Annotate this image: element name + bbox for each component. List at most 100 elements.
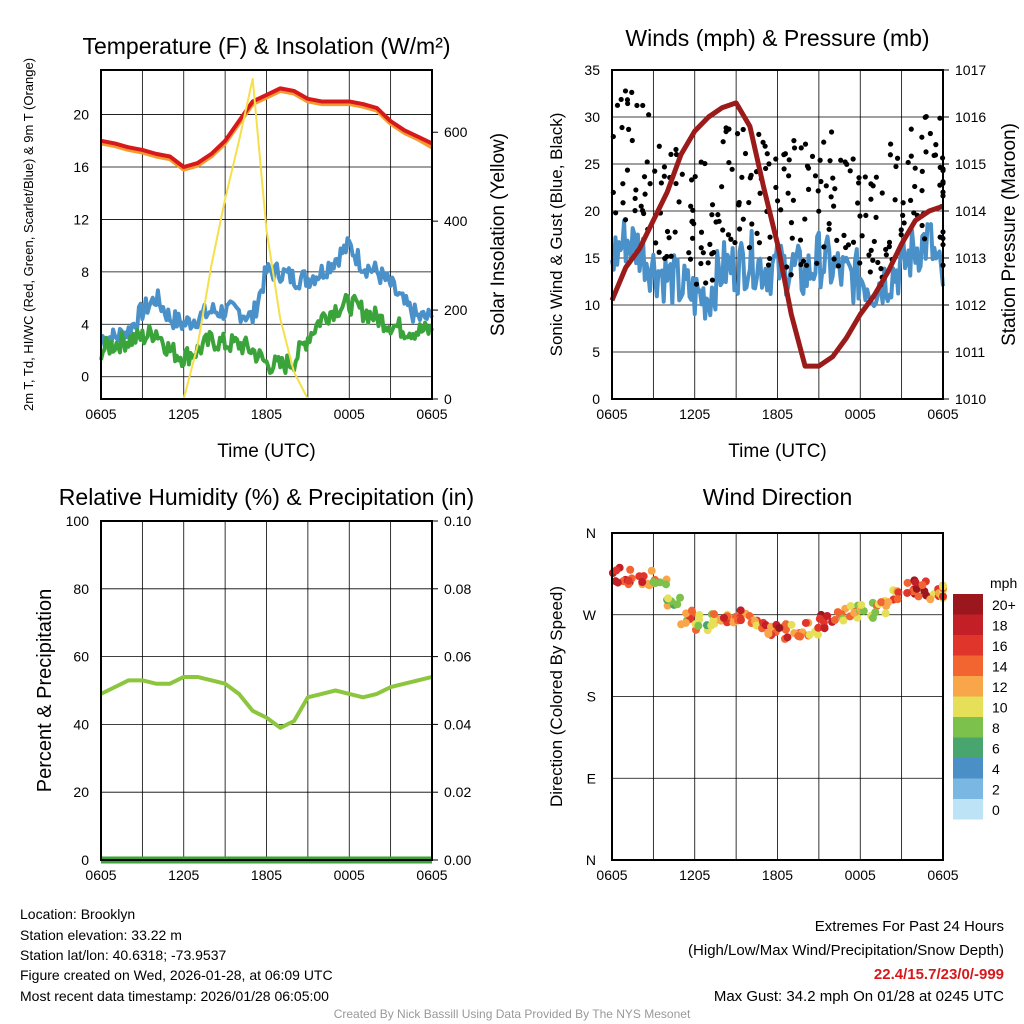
gust-point <box>634 102 640 109</box>
direction-point <box>677 620 686 629</box>
gust-point <box>736 202 742 208</box>
gust-point <box>788 220 795 226</box>
x-tick-label: 0605 <box>927 406 958 422</box>
y-tick-label: 20 <box>584 203 600 219</box>
gust-point <box>757 190 763 196</box>
gust-point <box>835 263 842 269</box>
gust-point <box>862 174 868 180</box>
gust-point <box>764 151 770 157</box>
gust-point <box>689 235 696 241</box>
y-tick-label: 0 <box>592 391 600 407</box>
y-axis-label: Percent & Precipitation <box>34 589 56 792</box>
gust-point <box>613 210 619 216</box>
y2-tick-label: 600 <box>444 124 468 140</box>
gust-point <box>828 194 834 200</box>
colorbar-swatch <box>953 594 983 615</box>
gust-point <box>870 183 876 189</box>
y-tick-label: 5 <box>592 344 600 360</box>
gust-point <box>773 156 779 162</box>
gust-point <box>729 166 735 172</box>
gust-point <box>624 167 631 173</box>
gust-point <box>791 145 798 151</box>
gust-point <box>901 220 907 226</box>
series-pressure <box>609 100 944 369</box>
colorbar-label: 20+ <box>992 597 1016 613</box>
direction-point <box>877 598 886 607</box>
gust-point <box>831 203 837 209</box>
gust-point <box>734 131 741 137</box>
direction-point <box>687 606 696 615</box>
gust-point <box>728 236 734 242</box>
gust-point <box>826 221 832 227</box>
gust-point <box>626 126 632 132</box>
y-tick-label: 40 <box>73 716 89 732</box>
gust-point <box>709 277 715 283</box>
gust-point <box>844 161 850 167</box>
gust-point <box>791 138 797 144</box>
gust-point <box>629 137 635 144</box>
gust-point <box>856 175 862 181</box>
direction-point <box>710 610 719 619</box>
gust-point <box>919 222 925 229</box>
gust-point <box>868 196 874 202</box>
chart-title: Winds (mph) & Pressure (mb) <box>625 25 929 51</box>
series-td <box>99 236 434 349</box>
gust-point <box>687 256 694 262</box>
y-tick-label: 15 <box>584 250 600 266</box>
plot-frame <box>100 520 433 861</box>
gust-point <box>619 124 625 131</box>
gust-point <box>614 102 621 108</box>
y2-tick-label: 1010 <box>955 391 986 407</box>
y2-tick-label: 1016 <box>955 109 986 125</box>
gust-point <box>790 197 797 203</box>
colorbar-label: 10 <box>992 700 1008 716</box>
y-tick-label: 100 <box>66 513 90 529</box>
gust-point <box>866 252 872 258</box>
gust-point <box>797 237 804 243</box>
direction-point <box>694 621 703 630</box>
gust-point <box>823 183 829 189</box>
gust-point <box>863 212 869 219</box>
x-tick-label: 0605 <box>927 867 958 883</box>
gust-point <box>919 134 925 140</box>
direction-point <box>881 609 890 618</box>
plot-frame <box>100 69 433 400</box>
gust-point <box>873 174 879 180</box>
gust-point <box>698 229 705 235</box>
gust-point <box>711 249 717 256</box>
x-tick-label: 0005 <box>334 867 365 883</box>
direction-point <box>903 578 912 587</box>
gust-point <box>625 100 631 107</box>
direction-point <box>893 595 902 604</box>
colorbar-label: 2 <box>992 782 1000 798</box>
x-tick-label: 0605 <box>416 867 447 883</box>
y-tick-label: 12 <box>73 211 89 227</box>
direction-point <box>894 588 903 597</box>
gust-point <box>827 158 833 164</box>
gust-point <box>668 151 674 157</box>
gust-point <box>620 200 626 206</box>
gust-point <box>688 203 694 209</box>
direction-point <box>871 608 880 617</box>
y-tick-label: 20 <box>73 784 89 800</box>
gust-point <box>919 187 925 194</box>
gust-point <box>789 235 795 241</box>
direction-point <box>775 623 784 632</box>
gust-point <box>689 177 695 183</box>
direction-point <box>846 602 855 611</box>
gust-point <box>676 199 682 205</box>
recent-timestamp: Most recent data timestamp: 2026/01/28 0… <box>20 988 329 1004</box>
gust-point <box>838 157 844 163</box>
gust-point <box>760 139 766 145</box>
x-axis-label: Time (UTC) <box>217 441 316 462</box>
x-tick-label: 0605 <box>596 867 627 883</box>
gust-point <box>786 173 792 179</box>
gust-point <box>778 207 784 213</box>
x-tick-label: 1805 <box>251 867 282 883</box>
gust-point <box>640 102 646 109</box>
gust-point <box>703 280 709 286</box>
direction-point <box>709 616 718 625</box>
gust-point <box>624 97 631 103</box>
gust-point <box>644 159 650 165</box>
gust-point <box>781 166 787 172</box>
